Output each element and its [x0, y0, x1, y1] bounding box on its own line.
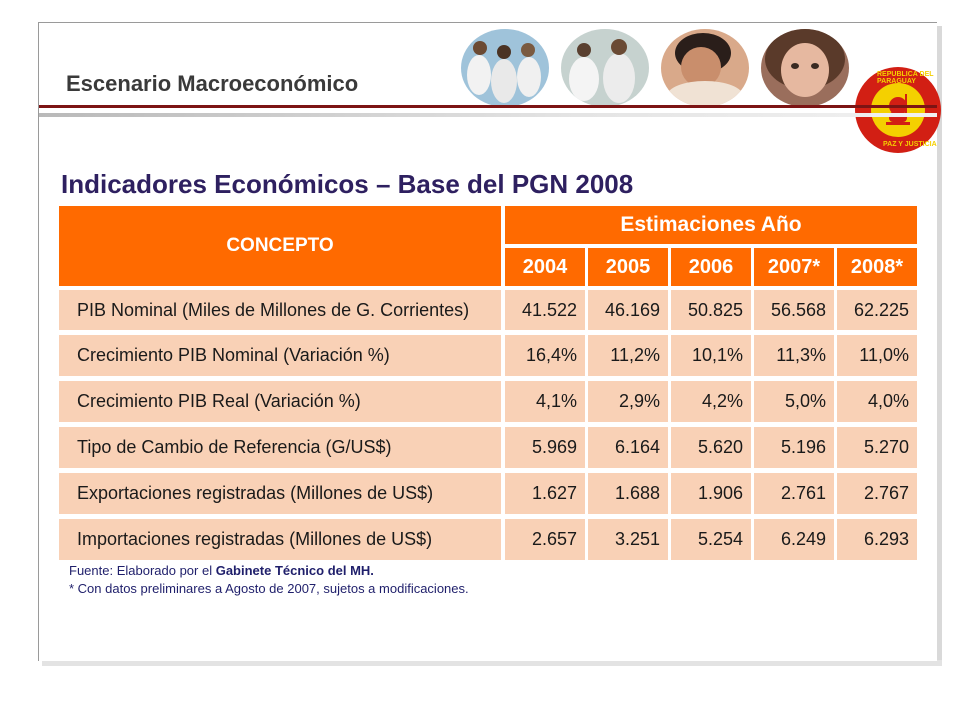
row-label: Tipo de Cambio de Referencia (G/US$) — [59, 427, 501, 468]
slide-shadow — [936, 26, 942, 662]
concept-header: CONCEPTO — [59, 206, 501, 286]
child-portrait-photo — [761, 29, 849, 107]
row-label: Crecimiento PIB Real (Variación %) — [59, 381, 501, 422]
year-header: 2006 — [671, 248, 751, 286]
table-cell: 56.568 — [754, 290, 834, 330]
year-header: 2004 — [505, 248, 585, 286]
table-cell: 5.620 — [671, 427, 751, 468]
table-cell: 2.767 — [837, 473, 917, 514]
table-cell: 62.225 — [837, 290, 917, 330]
year-header: 2008* — [837, 248, 917, 286]
table-cell: 46.169 — [588, 290, 668, 330]
students-lab-photo — [561, 29, 649, 107]
estimates-header: Estimaciones Año — [505, 206, 917, 244]
table-cell: 50.825 — [671, 290, 751, 330]
table-cell: 5.969 — [505, 427, 585, 468]
table-cell: 11,3% — [754, 335, 834, 376]
slide-shadow — [42, 660, 942, 666]
seal-text-bottom: PAZ Y JUSTICIA — [883, 141, 937, 148]
table-cell: 11,2% — [588, 335, 668, 376]
year-header: 2007* — [754, 248, 834, 286]
table-cell: 16,4% — [505, 335, 585, 376]
page-title: Indicadores Económicos – Base del PGN 20… — [61, 169, 634, 199]
table-cell: 2,9% — [588, 381, 668, 422]
row-label: Crecimiento PIB Nominal (Variación %) — [59, 335, 501, 376]
table-cell: 6.164 — [588, 427, 668, 468]
table-cell: 5.254 — [671, 519, 751, 560]
table-cell: 4,2% — [671, 381, 751, 422]
table-cell: 6.249 — [754, 519, 834, 560]
lion-icon — [886, 94, 910, 125]
slide: Escenario Macroeconómico — [38, 22, 941, 661]
table-cell: 3.251 — [588, 519, 668, 560]
paraguay-seal: REPUBLICA DEL PARAGUAY PAZ Y JUSTICIA — [855, 67, 941, 153]
source-author: Gabinete Técnico del MH. — [215, 563, 374, 578]
header-divider — [39, 105, 937, 108]
table-cell: 41.522 — [505, 290, 585, 330]
table-cell: 2.657 — [505, 519, 585, 560]
seal-text-top: REPUBLICA DEL PARAGUAY — [877, 71, 934, 85]
row-label: PIB Nominal (Miles de Millones de G. Cor… — [59, 290, 501, 330]
year-header: 2005 — [588, 248, 668, 286]
source-prefix: Fuente: Elaborado por el — [69, 563, 216, 578]
row-label: Importaciones registradas (Millones de U… — [59, 519, 501, 560]
seal-center — [871, 83, 925, 137]
table-cell: 5.196 — [754, 427, 834, 468]
table-cell: 10,1% — [671, 335, 751, 376]
table-cell: 5.270 — [837, 427, 917, 468]
header-divider-shade — [39, 113, 937, 117]
table-cell: 2.761 — [754, 473, 834, 514]
table-cell: 1.906 — [671, 473, 751, 514]
table-cell: 1.627 — [505, 473, 585, 514]
child-writing-photo — [661, 29, 749, 107]
header-title: Escenario Macroeconómico — [66, 71, 359, 96]
row-label: Exportaciones registradas (Millones de U… — [59, 473, 501, 514]
table-cell: 6.293 — [837, 519, 917, 560]
source-note: Fuente: Elaborado por el Gabinete Técnic… — [69, 563, 374, 578]
table-cell: 4,1% — [505, 381, 585, 422]
table-cell: 4,0% — [837, 381, 917, 422]
students-lab-photo — [461, 29, 549, 107]
table-cell: 11,0% — [837, 335, 917, 376]
table-cell: 5,0% — [754, 381, 834, 422]
table-cell: 1.688 — [588, 473, 668, 514]
preliminary-note: * Con datos preliminares a Agosto de 200… — [69, 581, 469, 596]
